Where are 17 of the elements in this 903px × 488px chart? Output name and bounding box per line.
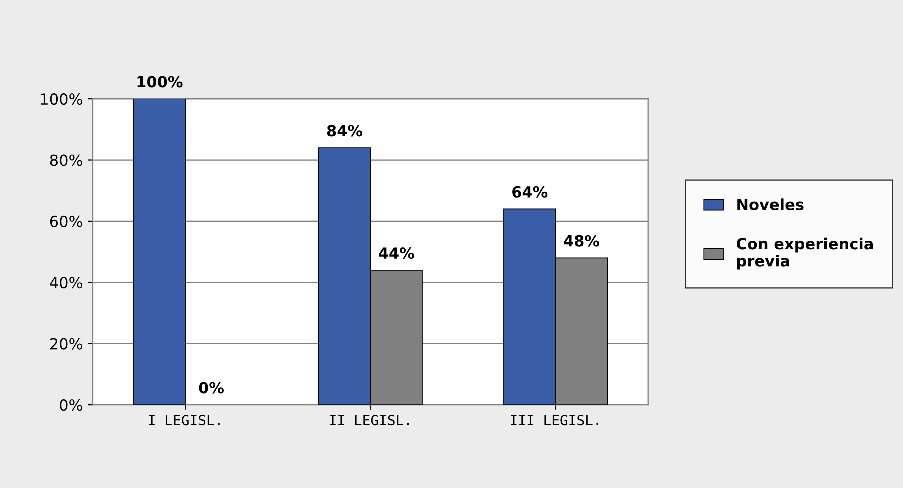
y-tick-label: 20%: [50, 338, 82, 350]
data-label: 100%: [138, 76, 183, 88]
legend-label: Noveles: [738, 198, 804, 211]
data-label: 48%: [564, 235, 600, 247]
x-tick-label: I LEGISL.: [149, 415, 220, 426]
x-tick-label: II LEGISL.: [330, 415, 410, 426]
data-label: 84%: [327, 125, 363, 137]
y-tick-label: 60%: [50, 216, 82, 228]
legend-label: Con experiencia previa: [736, 238, 874, 270]
x-tick-label: III LEGISL.: [511, 415, 598, 426]
data-label: 44%: [379, 248, 414, 260]
y-tick-label: 100%: [41, 94, 82, 106]
y-tick-label: 80%: [50, 154, 82, 166]
y-tick-label: 0%: [60, 400, 82, 412]
data-label: 64%: [512, 186, 548, 198]
data-label: 0%: [199, 382, 224, 394]
y-tick-label: 40%: [50, 277, 82, 289]
